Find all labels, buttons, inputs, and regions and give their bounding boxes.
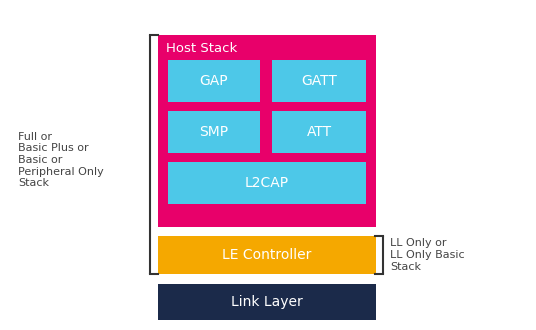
Text: GATT: GATT — [301, 74, 337, 88]
Bar — [168, 111, 260, 153]
Text: ATT: ATT — [307, 125, 332, 139]
Bar — [158, 284, 376, 320]
Text: SMP: SMP — [199, 125, 228, 139]
Text: Link Layer: Link Layer — [231, 295, 303, 309]
Bar — [158, 35, 376, 227]
Bar — [272, 60, 366, 102]
Text: GAP: GAP — [200, 74, 228, 88]
Bar — [158, 236, 376, 274]
Bar — [272, 111, 366, 153]
Bar — [168, 60, 260, 102]
Text: LL Only or
LL Only Basic
Stack: LL Only or LL Only Basic Stack — [390, 238, 465, 272]
Text: LE Controller: LE Controller — [222, 248, 312, 262]
Text: Full or
Basic Plus or
Basic or
Peripheral Only
Stack: Full or Basic Plus or Basic or Periphera… — [18, 132, 104, 188]
Bar — [168, 162, 366, 204]
Text: Host Stack: Host Stack — [166, 43, 237, 55]
Text: L2CAP: L2CAP — [245, 176, 289, 190]
